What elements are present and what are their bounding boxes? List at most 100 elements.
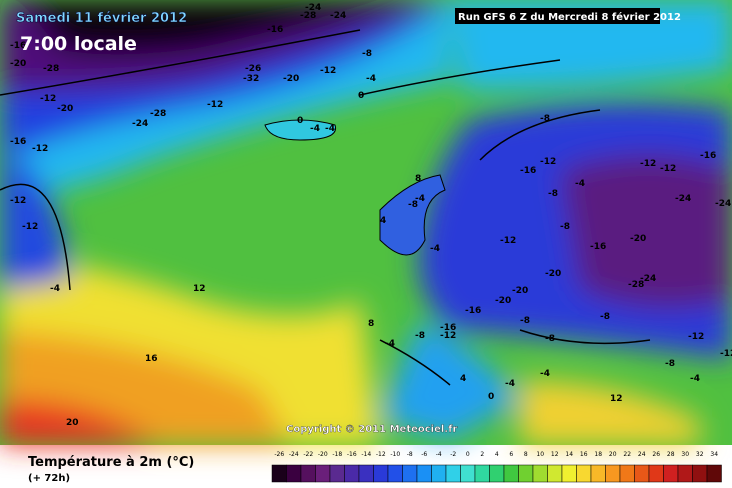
scale-swatch bbox=[431, 464, 447, 483]
scale-swatch bbox=[619, 464, 635, 483]
scale-tick-label: 30 bbox=[681, 451, 689, 458]
contour-label: -4 bbox=[50, 284, 60, 294]
contour-label: -8 bbox=[415, 331, 425, 341]
scale-tick-label: 24 bbox=[638, 451, 646, 458]
contour-label: -8 bbox=[600, 312, 610, 322]
scale-tick-label: 22 bbox=[623, 451, 631, 458]
scale-tick-label: 0 bbox=[466, 451, 470, 458]
scale-tick-label: -16 bbox=[347, 451, 357, 458]
contour-label: -4 bbox=[385, 339, 395, 349]
scale-swatch bbox=[590, 464, 606, 483]
contour-label: -16 bbox=[700, 151, 716, 161]
contour-label: -20 bbox=[512, 286, 528, 296]
contour-label: -4 bbox=[325, 124, 335, 134]
contour-label: 0 bbox=[488, 392, 494, 402]
contour-label: 4 bbox=[380, 216, 386, 226]
scale-swatch bbox=[402, 464, 418, 483]
contour-label: -8 bbox=[520, 316, 530, 326]
contour-label: -4 bbox=[366, 74, 376, 84]
scale-swatch bbox=[271, 464, 287, 483]
contour-label: -4 bbox=[575, 179, 585, 189]
scale-tick-label: 26 bbox=[652, 451, 660, 458]
contour-label: -12 bbox=[500, 236, 516, 246]
contour-label: -12 bbox=[207, 100, 223, 110]
scale-swatch bbox=[677, 464, 693, 483]
scale-tick-label: -8 bbox=[407, 451, 413, 458]
scale-swatch bbox=[329, 464, 345, 483]
scale-tick-label: -12 bbox=[376, 451, 386, 458]
scale-swatch bbox=[532, 464, 548, 483]
scale-swatch bbox=[474, 464, 490, 483]
contour-label: 12 bbox=[610, 394, 623, 404]
contour-label: 12 bbox=[193, 284, 206, 294]
contour-label: 0 bbox=[358, 91, 364, 101]
contour-label: -12 bbox=[640, 159, 656, 169]
scale-tick-label: 20 bbox=[609, 451, 617, 458]
contour-label: -28 bbox=[628, 280, 644, 290]
contour-label: 20 bbox=[66, 418, 79, 428]
scale-swatch bbox=[387, 464, 403, 483]
contour-label: 4 bbox=[460, 374, 466, 384]
scale-tick-label: 4 bbox=[495, 451, 499, 458]
contour-label: -8 bbox=[560, 222, 570, 232]
scale-swatch bbox=[561, 464, 577, 483]
contour-label: -24 bbox=[305, 3, 321, 13]
contour-label: -20 bbox=[495, 296, 511, 306]
scale-tick-label: -2 bbox=[450, 451, 456, 458]
contour-label: -8 bbox=[540, 114, 550, 124]
scale-swatch bbox=[706, 464, 722, 483]
scale-tick-label: -24 bbox=[289, 451, 299, 458]
scale-tick-label: -14 bbox=[361, 451, 371, 458]
contour-label: -12 bbox=[660, 164, 676, 174]
contour-label: -20 bbox=[57, 104, 73, 114]
scale-swatch bbox=[648, 464, 664, 483]
scale-tick-label: -6 bbox=[421, 451, 427, 458]
scale-swatch bbox=[315, 464, 331, 483]
scale-tick-label: 6 bbox=[509, 451, 513, 458]
contour-label: -12 bbox=[40, 94, 56, 104]
contour-label: -12 bbox=[10, 196, 26, 206]
scale-tick-label: 8 bbox=[524, 451, 528, 458]
scale-tick-label: 28 bbox=[667, 451, 675, 458]
scale-swatch bbox=[300, 464, 316, 483]
contour-label: -28 bbox=[300, 11, 316, 21]
scale-tick-label: 12 bbox=[551, 451, 559, 458]
scale-tick-label: -18 bbox=[332, 451, 342, 458]
scale-swatch bbox=[605, 464, 621, 483]
contour-label: -4 bbox=[310, 124, 320, 134]
scale-tick-label: 14 bbox=[565, 451, 573, 458]
scale-tick-label: -20 bbox=[318, 451, 328, 458]
scale-tick-label: 2 bbox=[480, 451, 484, 458]
scale-swatch bbox=[373, 464, 389, 483]
scale-swatch bbox=[503, 464, 519, 483]
contour-label: -16 bbox=[267, 25, 283, 35]
contour-label: -12 bbox=[688, 332, 704, 342]
contour-label: -8 bbox=[362, 49, 372, 59]
contour-label: -16 bbox=[590, 242, 606, 252]
contour-label: -4 bbox=[415, 194, 425, 204]
contour-label: -20 bbox=[10, 59, 26, 69]
scale-tick-label: -4 bbox=[436, 451, 442, 458]
scale-tick-label: 10 bbox=[536, 451, 544, 458]
legend-title: Température à 2m (°C) bbox=[28, 455, 194, 470]
contour-label: -32 bbox=[243, 74, 259, 84]
contour-label: -4 bbox=[430, 244, 440, 254]
contour-label: -28 bbox=[150, 109, 166, 119]
scale-swatch bbox=[692, 464, 708, 483]
scale-tick-label: -26 bbox=[274, 451, 284, 458]
contour-label: -20 bbox=[630, 234, 646, 244]
scale-swatch bbox=[634, 464, 650, 483]
scale-swatch bbox=[576, 464, 592, 483]
contour-label: -12 bbox=[32, 144, 48, 154]
contour-label: -8 bbox=[548, 189, 558, 199]
contour-label: 8 bbox=[368, 319, 374, 329]
contour-label: -24 bbox=[675, 194, 691, 204]
scale-swatch bbox=[416, 464, 432, 483]
scale-swatch bbox=[445, 464, 461, 483]
run: Run GFS 6 Z du Mercredi 8 février 2012 bbox=[458, 11, 681, 23]
contour-label: -16 bbox=[440, 323, 456, 333]
contour-label: -16 bbox=[10, 137, 26, 147]
scale-tick-label: 32 bbox=[696, 451, 704, 458]
contour-label: -20 bbox=[545, 269, 561, 279]
